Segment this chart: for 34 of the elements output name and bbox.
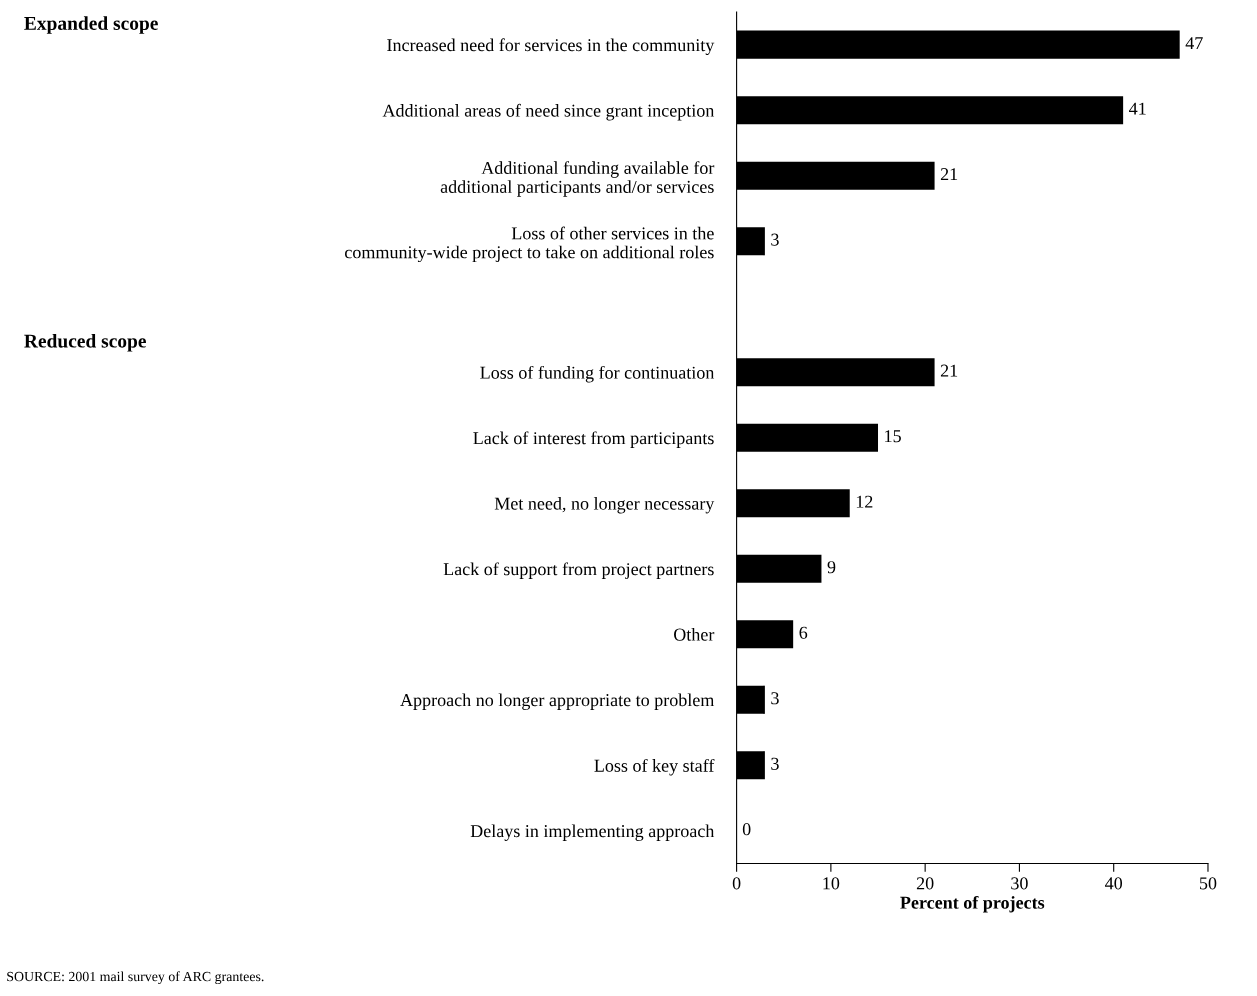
y-tick-label: Approach no longer appropriate to problem bbox=[400, 693, 715, 710]
y-tick-label: Additional funding available for additional participants and/or services bbox=[440, 161, 715, 197]
data-label: 47 bbox=[1185, 37, 1203, 50]
y-tick-label: Lack of interest from participants bbox=[473, 431, 714, 448]
data-label: 15 bbox=[885, 430, 901, 443]
x-tick-label: 20 bbox=[916, 877, 934, 890]
x-tick-label: 40 bbox=[1105, 877, 1123, 890]
x-tick-label: 30 bbox=[1011, 877, 1028, 890]
y-tick-label: Additional areas of need since grant inception bbox=[382, 103, 715, 121]
data-label: 41 bbox=[1129, 102, 1146, 115]
y-tick-label: Other bbox=[674, 628, 715, 641]
x-axis-title: Percent of projects bbox=[900, 895, 1045, 913]
data-label: 3 bbox=[771, 233, 779, 246]
data-label: 21 bbox=[940, 168, 958, 181]
text: Expanded scope bbox=[24, 16, 158, 34]
text: Reduced scope bbox=[24, 333, 146, 352]
y-tick-label: Met need, no longer necessary bbox=[494, 496, 715, 514]
source-note: SOURCE: 2001 mail survey of ARC grantees. bbox=[7, 971, 264, 985]
data-label: 9 bbox=[827, 561, 836, 574]
x-tick-label: 10 bbox=[823, 877, 840, 890]
y-tick-label: Loss of funding for continuation bbox=[480, 365, 715, 383]
data-label: 0 bbox=[742, 823, 751, 836]
data-label: 6 bbox=[799, 626, 808, 639]
y-tick-label: Lack of support from project partners bbox=[443, 562, 714, 579]
x-tick-label: 50 bbox=[1200, 877, 1217, 890]
y-tick-label: Loss of other services in the community-wide project to take on additional roles bbox=[345, 226, 714, 263]
y-tick-label: Loss of key staff bbox=[594, 758, 715, 776]
data-label: 3 bbox=[771, 692, 779, 705]
data-label: 21 bbox=[940, 364, 958, 377]
x-tick-label: 0 bbox=[732, 877, 741, 890]
data-label: 12 bbox=[856, 495, 873, 508]
y-tick-label: Increased need for services in the community bbox=[387, 38, 715, 55]
y-tick-label: Delays in implementing approach bbox=[470, 824, 715, 841]
data-label: 3 bbox=[771, 757, 779, 770]
